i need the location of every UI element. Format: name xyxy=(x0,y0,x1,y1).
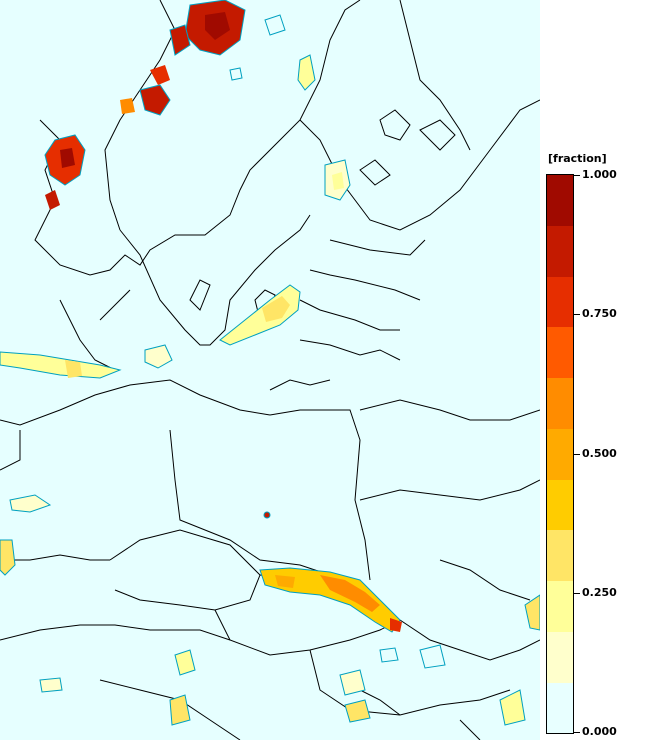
colorbar-segment xyxy=(547,631,573,683)
colorbar-segment xyxy=(547,530,573,582)
colorbar-tick-label: 1.000 xyxy=(582,168,617,181)
colorbar-segment xyxy=(547,428,573,480)
colorbar-segment xyxy=(547,327,573,379)
colorbar xyxy=(546,174,574,734)
colorbar-tick xyxy=(574,732,580,733)
colorbar-segment xyxy=(547,377,573,429)
colorbar-tick-label: 0.750 xyxy=(582,307,617,321)
snow-cover-fraction-field xyxy=(0,0,540,726)
colorbar-tick xyxy=(574,175,580,176)
colorbar-tick xyxy=(574,592,580,594)
map-svg xyxy=(0,0,540,740)
colorbar-tick-label: 0.250 xyxy=(582,585,617,599)
legend-panel: [fraction] 1.000 0.750 0.500 0.250 0.000 xyxy=(541,0,669,740)
colorbar-segment xyxy=(547,276,573,328)
colorbar-segment xyxy=(547,682,573,734)
map-panel[interactable] xyxy=(0,0,540,740)
legend-unit-label: [fraction] xyxy=(548,152,607,165)
colorbar-segment xyxy=(547,479,573,531)
colorbar-segment xyxy=(547,175,573,226)
colorbar-segment xyxy=(547,580,573,632)
colorbar-tick-label: 0.500 xyxy=(582,446,617,460)
colorbar-tick xyxy=(574,453,580,455)
colorbar-segment xyxy=(547,225,573,277)
colorbar-tick-label: 0.000 xyxy=(582,725,617,738)
colorbar-tick xyxy=(574,314,580,316)
